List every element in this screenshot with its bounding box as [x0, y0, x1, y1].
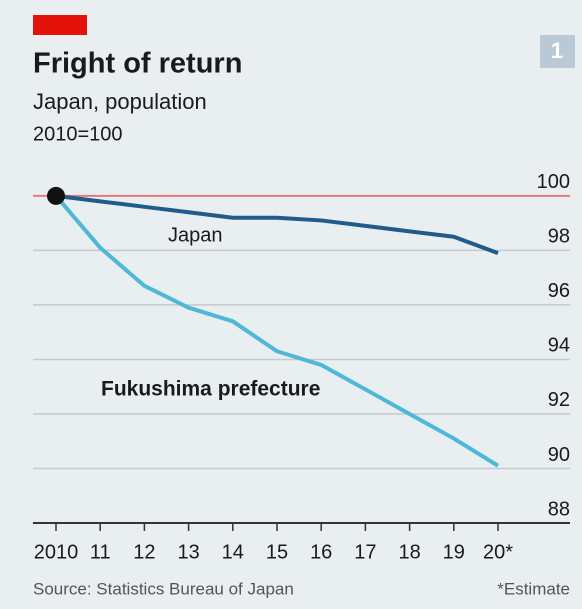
start-dot — [47, 186, 65, 205]
x-tick-label: 11 — [90, 541, 111, 563]
y-tick-label: 92 — [548, 389, 570, 411]
x-tick-label: 20* — [483, 541, 513, 563]
series-label: Fukushima prefecture — [101, 378, 320, 401]
y-tick-label: 94 — [548, 335, 570, 357]
subtitle: Japan, population — [33, 89, 207, 114]
y-tick-label: 100 — [537, 171, 570, 193]
x-tick-label: 14 — [222, 541, 244, 563]
x-tick-label: 12 — [133, 541, 155, 563]
y-tick-label: 96 — [548, 280, 570, 302]
brand-tag — [33, 15, 87, 35]
y-tick-label: 90 — [548, 444, 570, 466]
x-tick-label: 19 — [443, 541, 465, 563]
x-tick-label: 2010 — [34, 541, 79, 563]
chart-title: Fright of return — [33, 48, 242, 80]
series-line — [54, 194, 500, 468]
y-tick-label: 88 — [548, 498, 570, 520]
footnote: *Estimate — [497, 579, 570, 598]
badge-box — [540, 35, 575, 68]
badge: 1 — [551, 38, 563, 63]
x-tick-label: 17 — [354, 541, 376, 563]
source: Source: Statistics Bureau of Japan — [33, 579, 294, 598]
x-tick-label: 13 — [177, 541, 199, 563]
x-tick-label: 18 — [398, 541, 420, 563]
series-line — [55, 193, 499, 256]
unit-note: 2010=100 — [33, 123, 123, 145]
x-tick-label: 16 — [310, 541, 332, 563]
series-label: Japan — [168, 224, 223, 246]
y-tick-label: 98 — [548, 226, 570, 248]
x-tick-label: 15 — [266, 541, 288, 563]
